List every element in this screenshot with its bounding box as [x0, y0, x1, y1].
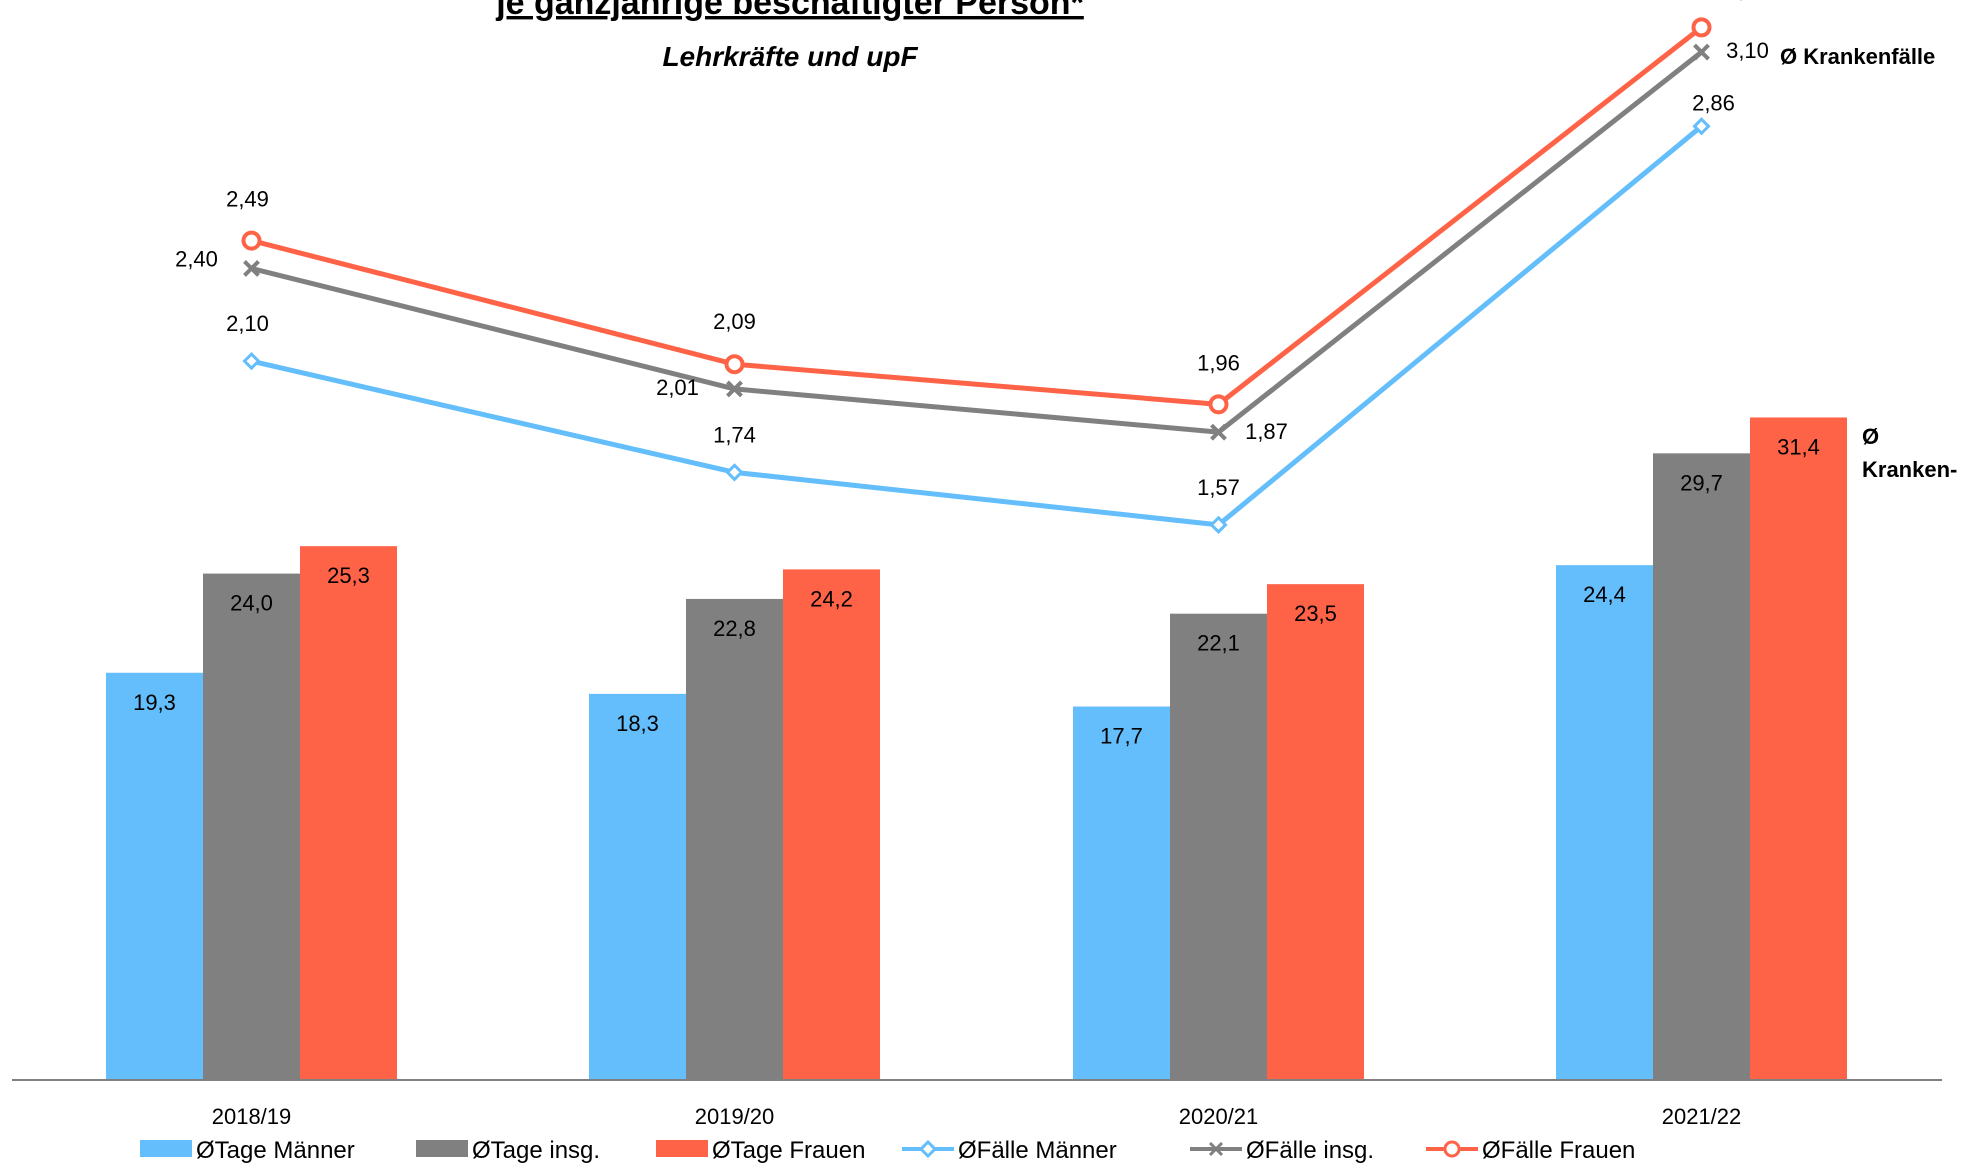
- x-tick-label: 2018/19: [212, 1104, 292, 1129]
- bar-tage-insg-2020-21: [1170, 613, 1267, 1080]
- point-label: 2,09: [713, 309, 756, 334]
- point-label: 2,01: [656, 375, 699, 400]
- bar-tage-insg-2018-19: [203, 573, 300, 1080]
- bar-tage-insg-2019-20: [686, 598, 783, 1080]
- marker-f-lle-frauen: [1208, 394, 1229, 415]
- bar-label: 24,2: [810, 586, 853, 611]
- bar-tage-frauen-2021-22: [1750, 417, 1847, 1081]
- legend: ØTage Männer ØTage insg. ØTage Frauen ØFäll…: [140, 1137, 1635, 1164]
- chart-subtitle: Lehrkräfte und upF: [662, 41, 918, 72]
- point-label: 3,10: [1726, 38, 1769, 63]
- legend-marker-f-lle-frauen: [1443, 1140, 1461, 1158]
- legend-marker-f-lle-insg: [1208, 1141, 1224, 1157]
- point-label: 2,40: [175, 246, 218, 271]
- legend-label: ØFälle Frauen: [1482, 1137, 1635, 1164]
- bar-tage-m-nner-2020-21: [1073, 706, 1170, 1080]
- legend-label: ØTage Frauen: [712, 1137, 865, 1164]
- bar-tage-frauen-2020-21: [1267, 584, 1364, 1080]
- marker-f-lle-m-nner: [1692, 117, 1711, 136]
- bar-label: 22,8: [713, 616, 756, 641]
- legend-swatch-tage-m-nner: [140, 1140, 192, 1157]
- line-f-lle-frauen: [250, 25, 1704, 407]
- bar-tage-m-nner-2019-20: [589, 693, 686, 1080]
- bar-label: 29,7: [1680, 470, 1723, 495]
- point-label: 2,86: [1692, 90, 1735, 115]
- legend-marker-f-lle-m-nner: [918, 1139, 938, 1159]
- bar-label: 19,3: [133, 690, 176, 715]
- legend-label: ØTage Männer: [196, 1137, 355, 1164]
- bar-tage-frauen-2018-19: [300, 546, 397, 1080]
- point-label: 1,96: [1197, 350, 1240, 375]
- bar-tage-frauen-2019-20: [783, 569, 880, 1080]
- x-tick-label: 2019/20: [695, 1104, 775, 1129]
- marker-f-lle-m-nner: [725, 463, 744, 482]
- x-axis: 2018/19 2019/20 2020/21 2021/22: [12, 1079, 1942, 1129]
- bar-label: 23,5: [1294, 601, 1337, 626]
- marker-f-lle-m-nner: [242, 351, 261, 371]
- point-label: 3,18: [1726, 0, 1769, 2]
- days-axis-label-line1: Ø: [1862, 424, 1879, 449]
- marker-f-lle-frauen: [724, 354, 745, 375]
- marker-f-lle-frauen: [241, 230, 262, 251]
- point-label: 1,74: [713, 422, 756, 447]
- line-f-lle-m-nner: [250, 124, 1704, 528]
- bar-tage-m-nner-2021-22: [1556, 565, 1653, 1080]
- bar-label: 24,0: [230, 591, 273, 616]
- point-label: 1,87: [1245, 419, 1288, 444]
- line-layer: 2,10 1,74 1,57 2,86 2,40 2,01 1,87 3,10 2,49 2,09…: [175, 0, 1769, 534]
- legend-swatch-tage-insg: [416, 1140, 468, 1157]
- cases-axis-label: Ø Krankenfälle: [1780, 44, 1935, 69]
- marker-f-lle-insg: [726, 380, 743, 398]
- line-f-lle-insg: [250, 50, 1704, 435]
- bar-label: 22,1: [1197, 631, 1240, 656]
- bar-layer: 19,3 18,3 17,7 24,4 24,0 22,8 22,1 29,7 25,3 24,2…: [106, 417, 1847, 1081]
- marker-f-lle-m-nner: [1209, 515, 1228, 534]
- point-label: 2,10: [226, 311, 269, 336]
- bar-label: 18,3: [616, 711, 659, 736]
- bar-label: 25,3: [327, 563, 370, 588]
- legend-label: ØFälle insg.: [1246, 1137, 1374, 1164]
- legend-label: ØTage insg.: [472, 1137, 600, 1164]
- marker-f-lle-insg: [1210, 423, 1227, 441]
- chart-title: je ganzjährige beschäftigter Person*: [495, 0, 1084, 22]
- marker-f-lle-frauen: [1691, 17, 1712, 38]
- point-label: 2,49: [226, 187, 269, 212]
- marker-f-lle-insg: [1693, 43, 1710, 61]
- marker-f-lle-insg: [243, 259, 260, 277]
- bar-label: 17,7: [1100, 724, 1143, 749]
- days-axis-label-line2: Kranken-: [1862, 457, 1957, 482]
- point-label: 1,57: [1197, 475, 1240, 500]
- x-tick-label: 2020/21: [1179, 1104, 1259, 1129]
- x-tick-label: 2021/22: [1662, 1104, 1742, 1129]
- bar-label: 24,4: [1583, 582, 1626, 607]
- bar-tage-insg-2021-22: [1653, 453, 1750, 1081]
- legend-label: ØFälle Männer: [958, 1137, 1117, 1164]
- legend-swatch-tage-frauen: [656, 1140, 708, 1157]
- bar-tage-m-nner-2018-19: [106, 672, 203, 1080]
- bar-label: 31,4: [1777, 434, 1820, 459]
